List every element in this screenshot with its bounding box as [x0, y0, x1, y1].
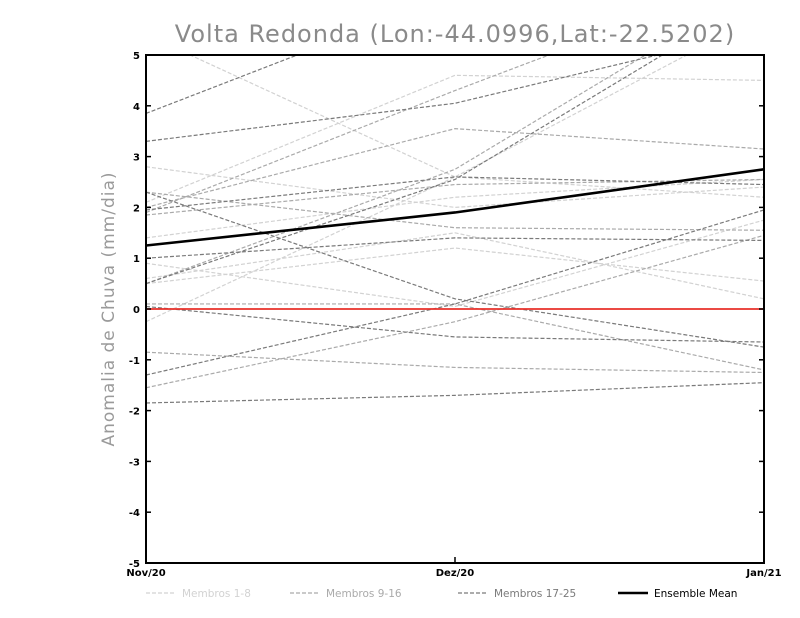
series-line-membro-11 — [146, 351, 764, 374]
series-line-membro-19 — [146, 237, 764, 259]
x-tick-label: Dez/20 — [436, 568, 475, 579]
series-line-membro-15 — [146, 303, 764, 371]
x-tick-label: Jan/21 — [745, 568, 781, 579]
x-axis: Nov/20 Dez/20 Jan/21 — [126, 557, 782, 579]
series-line-membro-22 — [146, 305, 764, 343]
y-tick-label: 3 — [133, 153, 140, 164]
y-axis: 5 4 3 2 1 0 -1 -2 -3 -4 -5 — [129, 51, 764, 570]
y-tick-label: -5 — [129, 559, 140, 570]
y-tick-label: -2 — [129, 407, 140, 418]
y-tick-label: -1 — [129, 356, 140, 367]
series-line-membro-8 — [146, 232, 764, 300]
legend-label-membros-9-16: Membros 9-16 — [326, 588, 402, 600]
chart-title: Volta Redonda (Lon:-44.0996,Lat:-22.5202… — [175, 20, 735, 48]
y-tick-label: -3 — [129, 457, 140, 468]
series-line-membro-7 — [146, 178, 764, 239]
series-line-membro-16 — [146, 178, 764, 216]
y-tick-label: -4 — [129, 508, 140, 519]
y-axis-label: Anomalia de Chuva (mm/dia) — [99, 171, 119, 446]
series-line-membro-23 — [146, 191, 764, 348]
y-tick-label: 4 — [133, 102, 140, 113]
legend-label-membros-17-25: Membros 17-25 — [494, 588, 576, 600]
series-line-membro-18 — [146, 55, 661, 142]
series-line-membro-1 — [146, 55, 689, 323]
series-line-membro-6 — [146, 219, 764, 308]
series-line-membro-21 — [146, 209, 764, 376]
series-line-membro-9 — [146, 55, 551, 214]
series-layer — [146, 55, 764, 404]
series-line-membro-4 — [146, 247, 764, 285]
y-tick-label: 1 — [133, 254, 140, 265]
series-line-membro-12 — [146, 234, 764, 389]
y-tick-label: 0 — [133, 305, 140, 316]
series-line-membro-10 — [146, 128, 764, 208]
legend: Membros 1-8 Membros 9-16 Membros 17-25 Ense… — [146, 588, 737, 600]
series-line-membro-2 — [146, 166, 764, 209]
legend-label-ensemble-mean: Ensemble Mean — [654, 588, 737, 600]
series-line-ensemble-mean — [146, 168, 764, 247]
series-line-membro-24 — [146, 176, 764, 211]
series-line-membro-5 — [146, 74, 764, 203]
series-line-membro-3 — [188, 55, 764, 198]
series-line-membro-17 — [146, 55, 299, 114]
legend-label-membros-1-8: Membros 1-8 — [182, 588, 251, 600]
series-line-membro-13 — [146, 191, 764, 231]
series-line-membro-14 — [146, 55, 647, 285]
y-tick-label: 5 — [133, 51, 140, 62]
y-tick-label: 2 — [133, 203, 140, 214]
x-tick-label: Nov/20 — [126, 568, 165, 579]
series-line-membro-20 — [146, 382, 764, 404]
